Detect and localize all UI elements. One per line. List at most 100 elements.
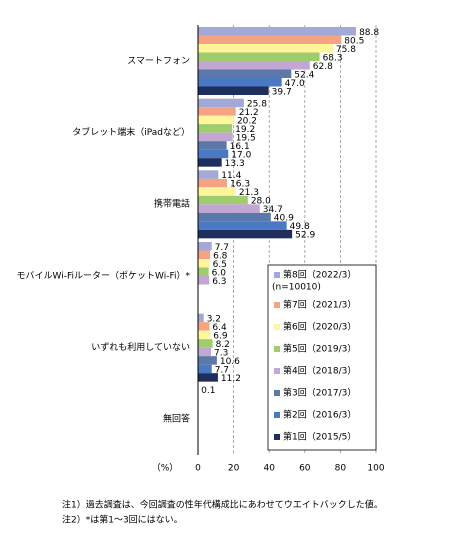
value-label: 13.3 bbox=[225, 159, 245, 169]
value-label: 28.0 bbox=[251, 197, 271, 207]
value-label: 62.8 bbox=[313, 62, 333, 72]
bar bbox=[198, 313, 204, 323]
value-label: 47.0 bbox=[285, 79, 305, 89]
value-label: 6.9 bbox=[213, 331, 228, 341]
legend-box bbox=[267, 264, 377, 451]
bar bbox=[198, 115, 234, 125]
value-label: 21.2 bbox=[239, 108, 259, 118]
value-label: 19.2 bbox=[235, 125, 255, 135]
value-label: 16.1 bbox=[230, 142, 250, 152]
legend-swatch bbox=[274, 346, 280, 352]
bar bbox=[198, 242, 212, 251]
legend-label: 第7回（2021/3） bbox=[283, 299, 356, 311]
bar bbox=[198, 141, 227, 150]
bar bbox=[198, 187, 236, 196]
value-label: 11.2 bbox=[221, 374, 241, 384]
value-label: 34.7 bbox=[263, 205, 283, 215]
x-tick-label: 40 bbox=[263, 464, 275, 474]
value-label: 52.4 bbox=[294, 70, 314, 80]
value-label: 80.5 bbox=[344, 36, 364, 46]
legend-swatch bbox=[274, 324, 280, 330]
bar bbox=[198, 364, 212, 374]
legend-label: 第3回（2017/3） bbox=[283, 387, 356, 399]
value-label: 6.3 bbox=[212, 277, 226, 287]
footnote: 注2）*は第1〜3回にはない。 bbox=[62, 514, 183, 526]
bar bbox=[198, 347, 211, 357]
bar bbox=[198, 221, 287, 230]
bar bbox=[198, 158, 222, 167]
value-label: 6.4 bbox=[212, 323, 227, 333]
legend-swatch bbox=[274, 302, 280, 308]
bar bbox=[198, 229, 293, 239]
legend-swatch bbox=[274, 272, 280, 278]
value-label: 7.7 bbox=[215, 243, 229, 253]
bar bbox=[198, 69, 292, 78]
value-label: 7.3 bbox=[214, 348, 228, 358]
value-label: 17.0 bbox=[231, 150, 251, 160]
value-label: 6.0 bbox=[212, 268, 227, 278]
value-label: 0.1 bbox=[201, 386, 215, 396]
value-label: 19.5 bbox=[236, 133, 256, 143]
value-label: 68.3 bbox=[323, 53, 343, 63]
x-tick-label: 0 bbox=[195, 464, 201, 474]
x-tick-label: 80 bbox=[335, 464, 347, 474]
value-label: 7.7 bbox=[215, 365, 229, 375]
bar bbox=[198, 212, 271, 222]
bar bbox=[198, 61, 310, 70]
bar bbox=[198, 330, 211, 340]
footnote: 注1）過去調査は、今回調査の性年代構成比にあわせてウエイトバックした値。 bbox=[62, 499, 383, 511]
value-label: 88.8 bbox=[359, 28, 379, 38]
value-label: 20.2 bbox=[237, 116, 257, 126]
bar bbox=[198, 132, 233, 142]
value-label: 8.2 bbox=[216, 340, 230, 350]
legend-swatch bbox=[274, 412, 280, 418]
value-label: 6.5 bbox=[213, 260, 227, 270]
bar bbox=[198, 276, 210, 285]
category-label: モバイルWi-Fiルーター（ポケットWi-Fi）* bbox=[17, 270, 191, 281]
bar bbox=[198, 107, 236, 116]
x-axis-label: （%） bbox=[152, 463, 179, 474]
category-label: 無回答 bbox=[163, 413, 190, 425]
bar bbox=[198, 44, 333, 53]
legend-label: 第6回（2020/3） bbox=[283, 321, 356, 333]
category-label: 携帯電話 bbox=[154, 198, 190, 210]
bar bbox=[198, 250, 211, 259]
x-tick-label: 100 bbox=[367, 464, 384, 474]
bar bbox=[198, 35, 342, 44]
value-label: 11.4 bbox=[221, 171, 241, 181]
bar bbox=[198, 195, 248, 205]
bar bbox=[198, 178, 228, 188]
value-label: 49.8 bbox=[290, 222, 310, 232]
bar bbox=[198, 27, 357, 36]
bar bbox=[198, 356, 217, 365]
bar bbox=[198, 204, 260, 213]
bar bbox=[198, 78, 282, 87]
bar bbox=[198, 149, 229, 159]
category-label: いずれも利用していない bbox=[91, 341, 190, 353]
legend-label: 第2回（2016/3） bbox=[283, 409, 356, 421]
x-tick-label: 60 bbox=[299, 464, 311, 474]
bar bbox=[198, 124, 233, 133]
bar bbox=[198, 52, 320, 61]
bar bbox=[198, 170, 219, 179]
bar bbox=[198, 267, 209, 276]
value-label: 39.7 bbox=[272, 87, 292, 97]
value-label: 21.3 bbox=[239, 188, 259, 198]
legend-swatch bbox=[274, 368, 280, 374]
x-tick-label: 20 bbox=[228, 464, 240, 474]
legend-label: 第5回（2019/3） bbox=[283, 343, 356, 355]
bar bbox=[198, 339, 213, 348]
bar bbox=[198, 373, 218, 382]
bar bbox=[198, 86, 269, 95]
value-label: 10.6 bbox=[220, 357, 240, 367]
value-label: 52.9 bbox=[295, 231, 315, 241]
bar bbox=[198, 322, 210, 331]
bar bbox=[198, 259, 210, 268]
value-label: 6.8 bbox=[213, 251, 228, 261]
value-label: 75.8 bbox=[336, 45, 356, 55]
legend-note: (n=10010) bbox=[272, 283, 321, 293]
legend-label: 第4回（2018/3） bbox=[283, 365, 356, 377]
value-label: 16.3 bbox=[230, 180, 250, 190]
legend-swatch bbox=[274, 390, 280, 396]
